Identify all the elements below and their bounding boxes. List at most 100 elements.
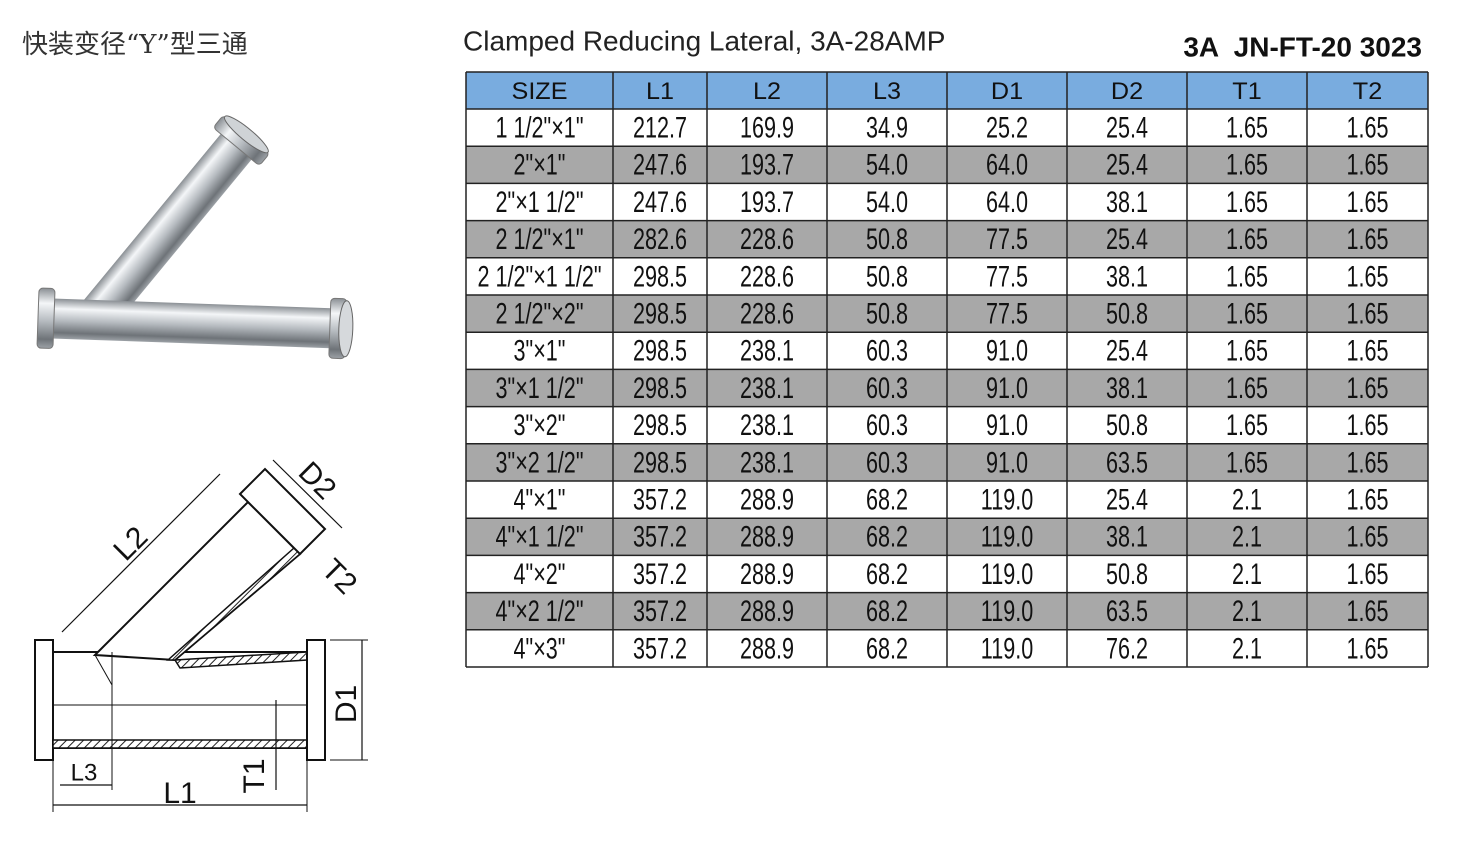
value-cell: 1.65 [1226,259,1268,293]
value-cell: 247.6 [633,147,687,181]
label-l2: L2 [107,520,154,567]
value-cell: 25.4 [1106,147,1148,181]
value-cell: 193.7 [740,184,794,218]
value-cell: 119.0 [981,594,1033,628]
value-cell: 288.9 [740,631,794,665]
column-header: L3 [873,78,901,104]
value-cell: 119.0 [981,556,1033,590]
title-cn: 快装变径“Y”型三通 [22,30,248,60]
value-cell: 288.9 [740,556,794,590]
value-cell: 1.65 [1346,594,1388,628]
value-cell: 1.65 [1346,408,1388,442]
value-cell: 1.65 [1346,184,1388,218]
column-header: SIZE [512,78,568,104]
size-cell: 4"×3" [514,631,566,665]
size-cell: 1 1/2"×1" [496,110,584,144]
value-cell: 298.5 [633,370,687,404]
value-cell: 25.4 [1106,333,1148,367]
value-cell: 2.1 [1232,594,1262,628]
value-cell: 34.9 [866,110,908,144]
value-cell: 1.65 [1226,370,1268,404]
value-cell: 1.65 [1346,519,1388,553]
value-cell: 77.5 [986,296,1028,330]
column-header: T2 [1353,78,1382,104]
value-cell: 68.2 [866,519,908,553]
value-cell: 298.5 [633,333,687,367]
value-cell: 282.6 [633,222,687,256]
column-header: D2 [1111,78,1143,104]
value-cell: 50.8 [1106,408,1148,442]
value-cell: 228.6 [740,296,794,330]
value-cell: 60.3 [866,408,908,442]
value-cell: 1.65 [1226,333,1268,367]
label-d1: D1 [330,685,363,723]
value-cell: 38.1 [1106,519,1148,553]
size-cell: 4"×1" [514,482,566,516]
value-cell: 238.1 [740,333,794,367]
value-cell: 91.0 [986,445,1028,479]
size-cell: 2"×1" [514,147,566,181]
value-cell: 64.0 [986,147,1028,181]
value-cell: 1.65 [1226,184,1268,218]
value-cell: 1.65 [1226,408,1268,442]
value-cell: 357.2 [633,631,687,665]
value-cell: 1.65 [1226,296,1268,330]
value-cell: 298.5 [633,259,687,293]
value-cell: 238.1 [740,408,794,442]
value-cell: 64.0 [986,184,1028,218]
value-cell: 1.65 [1346,222,1388,256]
value-cell: 212.7 [633,110,687,144]
size-cell: 2 1/2"×1 1/2" [478,259,602,293]
value-cell: 60.3 [866,333,908,367]
technical-drawing [34,459,368,812]
value-cell: 228.6 [740,222,794,256]
value-cell: 1.65 [1346,370,1388,404]
value-cell: 2.1 [1232,556,1262,590]
value-cell: 68.2 [866,482,908,516]
label-l3: L3 [71,759,98,786]
label-t2: T2 [315,553,363,601]
value-cell: 193.7 [740,147,794,181]
label-t1: T1 [238,758,271,793]
value-cell: 60.3 [866,370,908,404]
value-cell: 288.9 [740,519,794,553]
value-cell: 1.65 [1346,110,1388,144]
value-cell: 247.6 [633,184,687,218]
value-cell: 357.2 [633,519,687,553]
value-cell: 1.65 [1346,296,1388,330]
value-cell: 91.0 [986,370,1028,404]
value-cell: 1.65 [1346,631,1388,665]
value-cell: 63.5 [1106,445,1148,479]
value-cell: 91.0 [986,408,1028,442]
value-cell: 50.8 [866,259,908,293]
size-cell: 2 1/2"×1" [496,222,584,256]
value-cell: 1.65 [1346,482,1388,516]
size-cell: 3"×2 1/2" [496,445,584,479]
value-cell: 119.0 [981,631,1033,665]
value-cell: 63.5 [1106,594,1148,628]
value-cell: 91.0 [986,333,1028,367]
value-cell: 357.2 [633,482,687,516]
value-cell: 25.2 [986,110,1028,144]
size-cell: 2"×1 1/2" [496,184,584,218]
value-cell: 77.5 [986,259,1028,293]
value-cell: 1.65 [1346,259,1388,293]
size-cell: 2 1/2"×2" [496,296,584,330]
value-cell: 50.8 [866,296,908,330]
value-cell: 1.65 [1226,147,1268,181]
value-cell: 25.4 [1106,222,1148,256]
value-cell: 2.1 [1232,482,1262,516]
code: 3A JN-FT-20 3023 [1183,31,1422,62]
size-cell: 3"×1" [514,333,566,367]
value-cell: 298.5 [633,296,687,330]
title: Clamped Reducing Lateral, 3A-28AMP [463,25,945,56]
value-cell: 50.8 [1106,296,1148,330]
column-header: T1 [1232,78,1261,104]
value-cell: 2.1 [1232,631,1262,665]
size-cell: 3"×1 1/2" [496,370,584,404]
value-cell: 2.1 [1232,519,1262,553]
value-cell: 1.65 [1346,333,1388,367]
value-cell: 298.5 [633,445,687,479]
value-cell: 38.1 [1106,370,1148,404]
